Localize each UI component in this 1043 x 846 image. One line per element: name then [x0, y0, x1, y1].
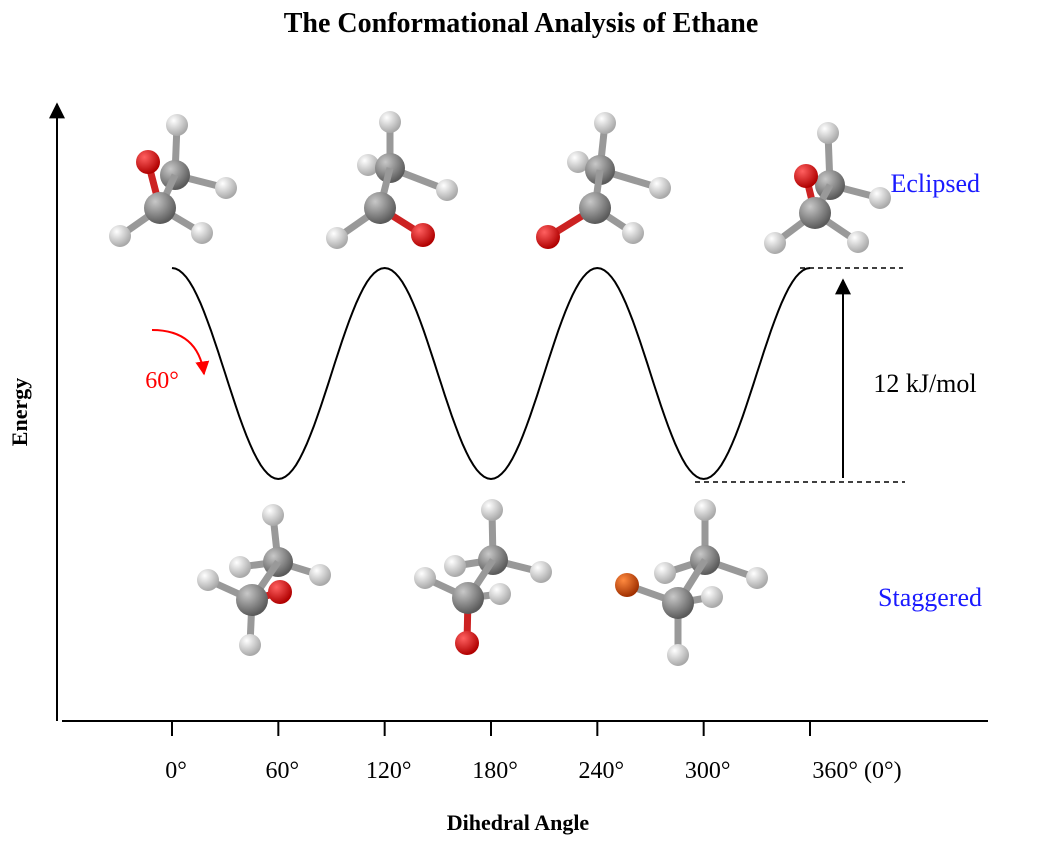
atom	[481, 499, 503, 521]
x-tick-label: 120°	[366, 758, 412, 784]
atom	[379, 111, 401, 133]
rotation-arrow	[151, 329, 210, 376]
atom	[229, 556, 251, 578]
x-tick-label: 180°	[472, 758, 518, 784]
x-tick-label: 60°	[266, 758, 300, 784]
atom	[567, 151, 589, 173]
atom	[452, 582, 484, 614]
atom	[654, 562, 676, 584]
y-axis-label: Energy	[7, 378, 32, 446]
staggered-label: Staggered	[878, 583, 982, 612]
atom	[799, 197, 831, 229]
atom	[414, 567, 436, 589]
atom	[701, 586, 723, 608]
atom	[667, 644, 689, 666]
atom	[444, 555, 466, 577]
x-tick-label: 0°	[165, 758, 187, 784]
atom	[579, 192, 611, 224]
rotation-label: 60°	[145, 368, 179, 394]
x-tick-label: 360° (0°)	[812, 758, 901, 784]
atom	[166, 114, 188, 136]
atom	[411, 223, 435, 247]
x-axis-label: Dihedral Angle	[447, 810, 590, 835]
atom	[847, 231, 869, 253]
atom	[746, 567, 768, 589]
atom	[436, 179, 458, 201]
atom	[594, 112, 616, 134]
atom	[236, 584, 268, 616]
atom	[694, 499, 716, 521]
atom	[262, 504, 284, 526]
atom	[144, 192, 176, 224]
atom	[239, 634, 261, 656]
barrier-label: 12 kJ/mol	[873, 369, 976, 398]
eclipsed-label: Eclipsed	[890, 169, 980, 198]
atom	[869, 187, 891, 209]
atom	[794, 164, 818, 188]
atom	[364, 192, 396, 224]
atom	[309, 564, 331, 586]
atom	[357, 154, 379, 176]
atom	[191, 222, 213, 244]
atom	[197, 569, 219, 591]
atom	[489, 583, 511, 605]
atom	[622, 222, 644, 244]
title: The Conformational Analysis of Ethane	[284, 8, 759, 39]
atom	[536, 225, 560, 249]
x-tick-label: 240°	[579, 758, 625, 784]
atom	[764, 232, 786, 254]
x-tick-label: 300°	[685, 758, 731, 784]
atom	[649, 177, 671, 199]
atom	[268, 580, 292, 604]
atom	[530, 561, 552, 583]
atom	[455, 631, 479, 655]
atom	[109, 225, 131, 247]
atom	[662, 587, 694, 619]
atom	[215, 177, 237, 199]
atom	[136, 150, 160, 174]
atom	[615, 573, 639, 597]
energy-curve	[171, 266, 811, 481]
atom	[817, 122, 839, 144]
atom	[326, 227, 348, 249]
